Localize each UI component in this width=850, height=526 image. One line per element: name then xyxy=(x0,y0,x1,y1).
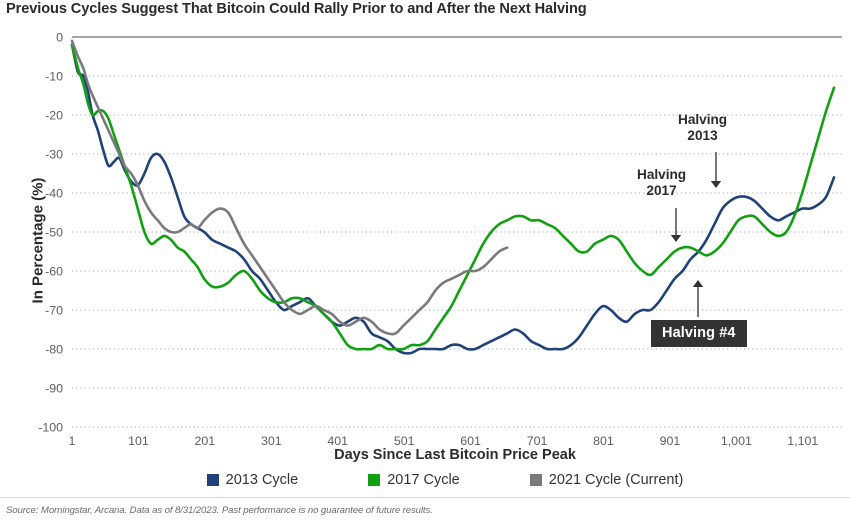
svg-text:-60: -60 xyxy=(45,265,63,279)
annotation-halving-4: Halving #4 xyxy=(651,320,747,347)
series-line xyxy=(70,39,509,336)
annotation-halving-2017: Halving 2017 xyxy=(637,167,687,198)
legend-swatch-icon xyxy=(529,474,542,486)
y-axis-label: In Percentage (%) xyxy=(29,177,47,304)
svg-text:-40: -40 xyxy=(45,187,63,201)
legend-label: 2013 Cycle xyxy=(225,472,299,488)
svg-text:501: 501 xyxy=(394,434,415,448)
svg-text:401: 401 xyxy=(327,434,348,448)
svg-text:-50: -50 xyxy=(45,226,63,240)
svg-text:901: 901 xyxy=(660,434,681,448)
svg-text:301: 301 xyxy=(261,434,282,448)
svg-text:601: 601 xyxy=(460,434,481,448)
svg-text:-90: -90 xyxy=(45,382,63,396)
legend-item-3[interactable]: 2021 Cycle (Current) xyxy=(529,472,684,488)
svg-text:1,001: 1,001 xyxy=(721,434,752,448)
svg-text:1,101: 1,101 xyxy=(787,434,818,448)
svg-text:-70: -70 xyxy=(45,304,63,318)
svg-text:101: 101 xyxy=(128,434,149,448)
svg-text:201: 201 xyxy=(195,434,216,448)
legend-item-1[interactable]: 2013 Cycle xyxy=(206,472,299,488)
series-line xyxy=(70,43,836,355)
svg-text:801: 801 xyxy=(593,434,614,448)
chart-svg: 0 -10 -20 -30 -40 -50 -60 -70 -80 -90 -100 1 101 201… xyxy=(38,31,842,448)
footer-divider xyxy=(0,497,850,498)
svg-text:701: 701 xyxy=(527,434,548,448)
legend-label: 2017 Cycle xyxy=(387,472,460,488)
svg-text:-10: -10 xyxy=(45,70,63,84)
page-title: Previous Cycles Suggest That Bitcoin Cou… xyxy=(6,1,587,17)
svg-text:-20: -20 xyxy=(45,109,63,123)
series-lines xyxy=(70,39,836,355)
plot-area: 0 -10 -20 -30 -40 -50 -60 -70 -80 -90 -100 1 101 201… xyxy=(38,31,842,448)
legend-swatch-icon xyxy=(206,474,219,486)
source-note: Source: Morningstar, Arcana. Data as of … xyxy=(6,505,433,516)
chart-legend: 2013 Cycle 2017 Cycle 2021 Cycle (Current) xyxy=(0,472,850,488)
svg-text:0: 0 xyxy=(56,31,63,45)
x-axis-label: Days Since Last Bitcoin Price Peak xyxy=(334,447,576,463)
svg-text:1: 1 xyxy=(69,434,76,448)
svg-text:-100: -100 xyxy=(38,421,63,435)
legend-item-2[interactable]: 2017 Cycle xyxy=(368,472,460,488)
y-tick-labels: 0 -10 -20 -30 -40 -50 -60 -70 -80 -90 -100 xyxy=(38,31,63,435)
series-line xyxy=(70,43,836,351)
x-tick-labels: 1 101 201 301 401 501 601 701 801 901 1,001 1,101 xyxy=(69,434,819,448)
svg-text:-80: -80 xyxy=(45,343,63,357)
legend-swatch-icon xyxy=(368,474,381,486)
legend-label: 2021 Cycle (Current) xyxy=(548,472,684,488)
svg-text:-30: -30 xyxy=(45,148,63,162)
annotation-halving-2013: Halving 2013 xyxy=(678,112,728,143)
grid-lines xyxy=(72,36,842,428)
